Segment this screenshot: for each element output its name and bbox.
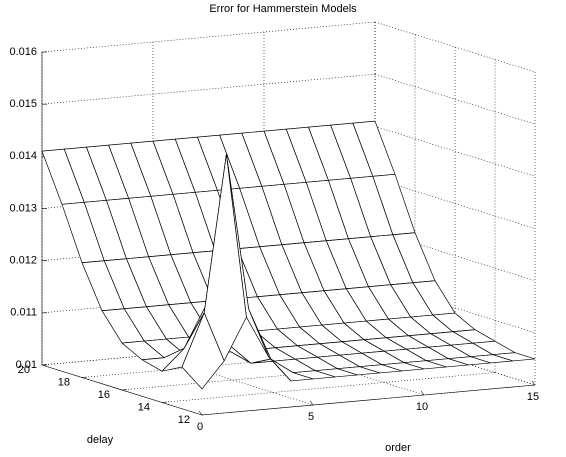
axis-line (201, 384, 536, 416)
tick-mark (420, 390, 425, 396)
tick-mark (81, 376, 88, 378)
grid-line (374, 178, 536, 229)
z-tick-label: 0.011 (10, 307, 37, 319)
grid-line (374, 21, 536, 73)
x-tick-label: 5 (308, 411, 314, 423)
y-tick-label: 12 (178, 414, 190, 426)
x-axis-label: order (385, 442, 411, 454)
z-tick-label: 0.014 (9, 150, 37, 162)
grid-line (374, 126, 536, 177)
grid-line (374, 73, 536, 125)
y-tick-label: 20 (18, 364, 30, 376)
z-tick-label: 0.013 (9, 202, 37, 214)
x-tick-label: 0 (197, 421, 203, 433)
y-tick-label: 14 (138, 401, 150, 413)
tick-mark (531, 380, 536, 386)
tick-mark (121, 389, 128, 391)
z-tick-label: 0.012 (9, 255, 37, 267)
grid-line (41, 21, 376, 53)
y-axis-label: delay (87, 434, 114, 446)
x-tick-label: 10 (416, 401, 428, 413)
y-tick-label: 16 (98, 389, 110, 401)
z-tick-label: 0.015 (9, 98, 37, 110)
z-tick-label: 0.01 (16, 359, 37, 371)
z-tick-label: 0.016 (9, 46, 37, 58)
grid-line (41, 73, 376, 105)
chart-title: Error for Hammerstein Models (209, 3, 357, 15)
tick-mark (309, 400, 314, 406)
y-tick-label: 18 (58, 376, 70, 388)
tick-mark (41, 364, 48, 366)
tick-mark (161, 401, 168, 403)
surface-patch (181, 312, 225, 390)
tick-mark (201, 414, 208, 416)
tick-mark (198, 410, 203, 416)
x-tick-label: 15 (527, 391, 539, 403)
